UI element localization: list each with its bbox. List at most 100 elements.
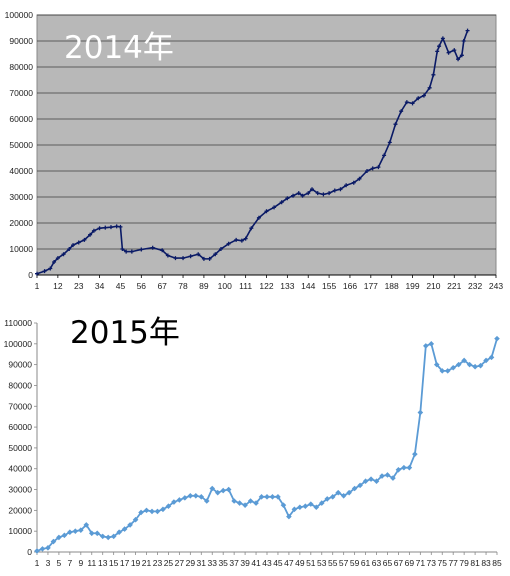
x-tick-label: 11 [87, 558, 96, 568]
data-point [138, 509, 144, 516]
x-tick-label: 13 [98, 558, 108, 568]
x-tick-label: 210 [426, 281, 440, 291]
series-2014 [35, 28, 470, 276]
data-point [231, 498, 237, 504]
data-point [35, 271, 39, 276]
x-tick-label: 27 [175, 558, 185, 568]
data-point [327, 191, 332, 196]
data-point [279, 200, 284, 205]
data-point [373, 478, 380, 485]
data-point [285, 196, 290, 201]
data-point [116, 529, 122, 536]
data-point [286, 513, 292, 520]
y-tick-label: 60000 [8, 422, 32, 432]
data-point [218, 247, 223, 251]
chart-title-2014: 2014年 [64, 30, 174, 66]
x-tick-label: 34 [95, 281, 105, 291]
data-point [143, 507, 150, 514]
data-point [368, 476, 374, 482]
data-point [450, 364, 456, 371]
x-tick-label: 75 [438, 558, 448, 568]
y-tick-label: 60000 [9, 114, 33, 124]
data-point [187, 492, 194, 499]
data-point [88, 530, 95, 537]
x-tick-label: 19 [131, 558, 141, 568]
data-point [207, 256, 212, 261]
y-tick-label: 100000 [4, 339, 33, 349]
data-point [249, 226, 254, 231]
data-point [357, 176, 362, 181]
data-point [91, 228, 96, 233]
x-tick-label: 47 [284, 558, 294, 568]
data-point [129, 249, 134, 254]
y-tick-label: 70000 [9, 88, 33, 98]
x-tick-label: 188 [385, 281, 399, 291]
x-tick-label: 51 [306, 558, 316, 568]
x-tick-label: 45 [273, 558, 283, 568]
x-tick-label: 21 [142, 558, 152, 568]
data-point [483, 357, 489, 364]
x-tick-label: 15 [109, 558, 119, 568]
data-point [404, 100, 409, 105]
x-tick-label: 100 [218, 281, 232, 291]
data-point [433, 361, 440, 368]
x-tick-label: 9 [78, 558, 83, 568]
y-tick-label: 30000 [9, 192, 33, 202]
y-tick-label: 90000 [8, 360, 32, 370]
data-point [242, 502, 248, 508]
data-point [399, 109, 404, 114]
x-tick-label: 144 [301, 281, 315, 291]
data-point [344, 183, 349, 188]
data-point [226, 241, 231, 246]
x-tick-label: 78 [178, 281, 188, 291]
data-point [412, 451, 418, 457]
data-point [379, 473, 385, 479]
x-tick-label: 35 [218, 558, 228, 568]
x-tick-label: 31 [197, 558, 207, 568]
x-tick-label: 199 [405, 281, 419, 291]
data-point [340, 492, 347, 499]
data-point [258, 494, 265, 500]
y-axis-2014: 0 10000 20000 30000 40000 50000 60000 70000 8000… [5, 10, 34, 280]
data-point [291, 193, 296, 198]
data-point [466, 361, 473, 368]
x-tick-label: 63 [372, 558, 382, 568]
data-point [416, 96, 421, 101]
x-tick-label: 81 [470, 558, 480, 568]
data-point [48, 266, 53, 271]
data-point [310, 187, 315, 192]
data-point [88, 232, 93, 237]
data-point [39, 546, 46, 552]
x-tick-label: 7 [67, 558, 72, 568]
x-tick-label: 83 [481, 558, 491, 568]
data-point [42, 269, 47, 274]
data-point [435, 49, 440, 54]
data-point [456, 57, 461, 62]
data-point [150, 245, 155, 250]
x-tick-label: 85 [492, 558, 502, 568]
data-point [52, 260, 57, 264]
data-point [236, 500, 243, 506]
data-point [149, 508, 155, 515]
y-tick-label: 40000 [9, 166, 33, 176]
data-point [455, 361, 462, 368]
data-point [214, 489, 221, 496]
data-point [220, 487, 226, 494]
data-point [264, 494, 270, 500]
data-point [318, 500, 325, 506]
x-tick-label: 41 [251, 558, 261, 568]
data-point [387, 140, 392, 145]
data-point [198, 494, 205, 500]
data-point [203, 498, 210, 504]
x-tick-label: 69 [405, 558, 415, 568]
x-tick-label: 177 [364, 281, 378, 291]
x-tick-label: 61 [361, 558, 371, 568]
data-point [94, 530, 101, 537]
data-point [72, 528, 79, 534]
data-point [332, 188, 337, 193]
x-tick-label: 166 [343, 281, 357, 291]
y-tick-label: 90000 [9, 36, 33, 46]
data-point [50, 538, 57, 545]
x-tick-label: 65 [383, 558, 393, 568]
data-point [313, 504, 320, 511]
